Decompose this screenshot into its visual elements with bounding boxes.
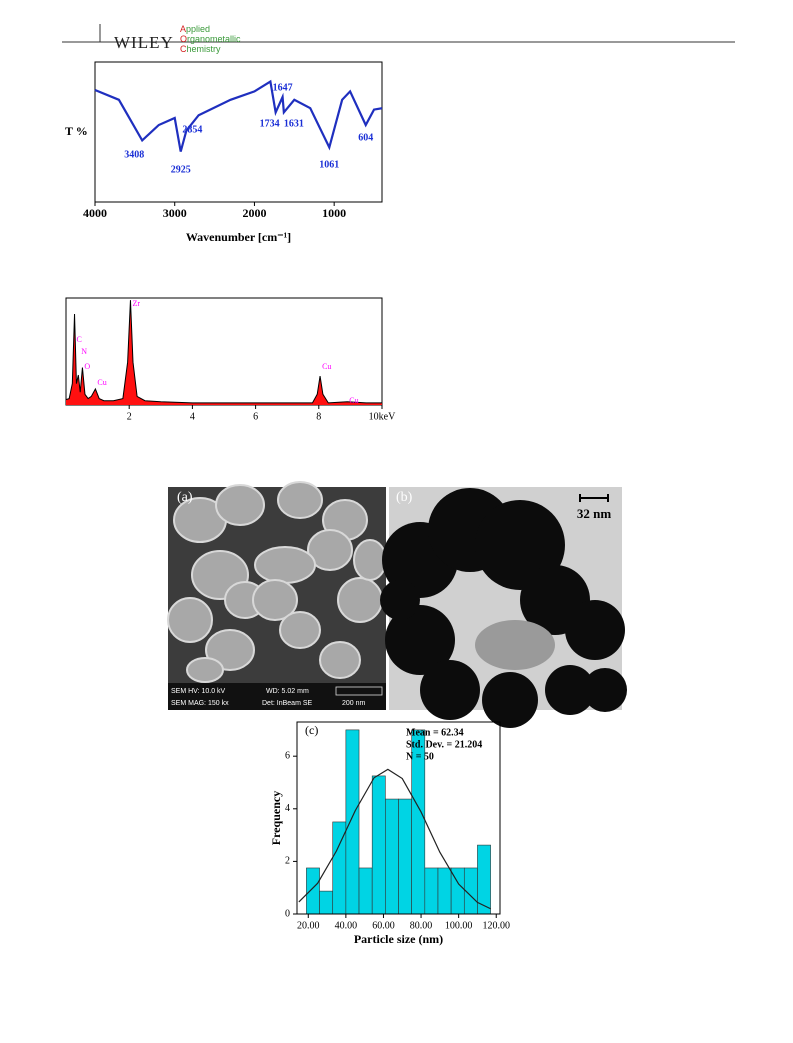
peak-label: C bbox=[77, 335, 82, 344]
histogram-bar bbox=[437, 867, 452, 915]
journal-line: Chemistry bbox=[180, 44, 221, 54]
y-tick-label: 2 bbox=[285, 856, 290, 867]
panel-label: (c) bbox=[305, 723, 318, 737]
x-tick-label: 100.00 bbox=[445, 920, 473, 931]
x-tick-label: 6 bbox=[253, 411, 258, 422]
plot-frame bbox=[94, 61, 383, 203]
panel-label: (a) bbox=[177, 490, 193, 505]
spectrum-line bbox=[94, 79, 383, 152]
x-tick-label: 8 bbox=[316, 411, 321, 422]
histogram-bar bbox=[306, 867, 320, 915]
histogram-bar bbox=[345, 729, 360, 915]
sem-info: SEM HV: 10.0 kV bbox=[171, 688, 226, 695]
tem-image bbox=[380, 487, 627, 728]
y-axis-label: T % bbox=[65, 124, 88, 138]
peak-label: 1061 bbox=[319, 159, 339, 170]
peak-label: N bbox=[81, 347, 87, 356]
normal-fit bbox=[298, 768, 491, 910]
sem-info: 200 nm bbox=[342, 700, 366, 707]
x-tick-label: 4 bbox=[190, 411, 195, 422]
peak-label: Cu bbox=[322, 362, 331, 371]
x-axis-label: Wavenumber [cm⁻¹] bbox=[186, 230, 291, 244]
peak-label: 2925 bbox=[171, 164, 191, 175]
sem-image bbox=[167, 481, 387, 710]
y-tick-label: 6 bbox=[285, 750, 290, 761]
y-tick-label: 0 bbox=[285, 908, 290, 919]
histogram-bar bbox=[424, 867, 439, 915]
peak-label: 3408 bbox=[124, 149, 144, 160]
peak-label: 1647 bbox=[273, 82, 293, 93]
sem-info: SEM MAG: 150 kx bbox=[171, 700, 229, 707]
peak-label: 1631 bbox=[284, 118, 304, 129]
peak-label: 1734 bbox=[260, 118, 280, 129]
x-tick-label: 40.00 bbox=[335, 920, 358, 931]
histogram-bar bbox=[371, 775, 386, 915]
journal-line: Organometallic bbox=[180, 34, 241, 44]
y-axis-label: Frequency bbox=[269, 791, 283, 845]
x-tick-label: 2000 bbox=[242, 206, 266, 220]
peak-label: 2854 bbox=[182, 124, 202, 135]
sem-info: WD: 5.02 mm bbox=[266, 688, 309, 695]
histogram-bar bbox=[385, 798, 399, 915]
plot-frame bbox=[65, 297, 383, 406]
x-tick-label: 120.00 bbox=[482, 920, 510, 931]
plot-frame bbox=[296, 721, 501, 915]
peak-label: Zr bbox=[132, 299, 140, 308]
histogram-bar bbox=[319, 890, 334, 915]
x-tick-label: 2 bbox=[127, 411, 132, 422]
x-axis-label: Particle size (nm) bbox=[354, 932, 443, 946]
x-tick-label: 3000 bbox=[163, 206, 187, 220]
spectrum-area bbox=[66, 300, 382, 405]
peak-label: O bbox=[84, 362, 90, 371]
y-tick-label: 4 bbox=[285, 803, 290, 814]
publisher: WILEY bbox=[114, 33, 174, 52]
x-tick-label: 80.00 bbox=[410, 920, 433, 931]
fit-stat: Std. Dev. = 21.204 bbox=[406, 739, 482, 750]
peak-label: Cu bbox=[97, 378, 106, 387]
journal-line: Applied bbox=[180, 24, 210, 34]
x-tick-label: 4000 bbox=[83, 206, 107, 220]
peak-label: Cu bbox=[349, 396, 358, 405]
sem-info: Det: InBeam SE bbox=[262, 700, 313, 707]
x-tick-label: 1000 bbox=[322, 206, 346, 220]
x-tick-label: 20.00 bbox=[297, 920, 320, 931]
scale-label: 32 nm bbox=[577, 506, 611, 521]
fit-stat: N = 50 bbox=[406, 751, 434, 762]
panel-label: (b) bbox=[396, 490, 413, 505]
x-tick-label: 60.00 bbox=[372, 920, 395, 931]
histogram-bar bbox=[398, 798, 412, 915]
peak-label: 604 bbox=[358, 132, 373, 143]
spectrum-line bbox=[65, 300, 382, 404]
histogram-bar bbox=[358, 867, 373, 915]
x-tick-label: 10keV bbox=[369, 411, 396, 422]
fit-stat: Mean = 62.34 bbox=[406, 727, 464, 738]
